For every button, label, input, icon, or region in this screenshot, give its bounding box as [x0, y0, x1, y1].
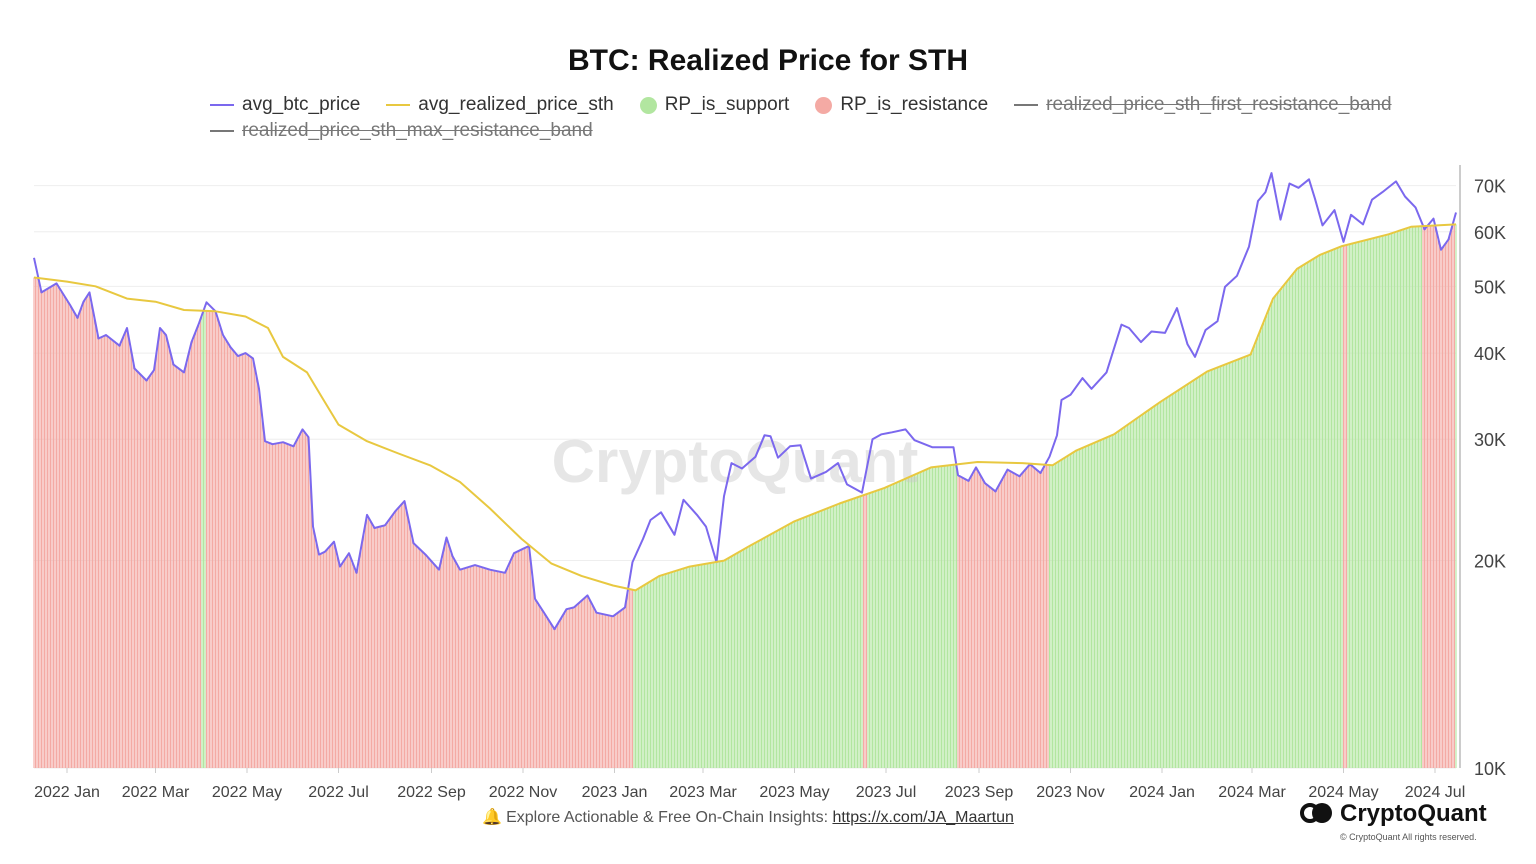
x-tick-label: 2024 Mar: [1218, 784, 1286, 801]
bell-icon: 🔔: [482, 809, 503, 826]
legend-item-max-resistance-band[interactable]: realized_price_sth_max_resistance_band: [210, 120, 593, 142]
axes: 10K 20K 30K 40K 50K 60K 70K 2022 Jan 2022 Mar 202…: [34, 165, 1506, 801]
copyright: © CryptoQuant All rights reserved.: [1340, 832, 1477, 842]
x-tick-label: 2022 Jan: [34, 784, 100, 801]
legend-line-icon: [210, 130, 234, 132]
y-tick-label: 20K: [1474, 552, 1506, 572]
y-tick-label: 60K: [1474, 223, 1506, 243]
x-tick-label: 2023 Mar: [669, 784, 737, 801]
legend-row-1: avg_btc_price avg_realized_price_sth RP_…: [210, 92, 1392, 118]
x-tick-label: 2024 Jul: [1405, 784, 1466, 801]
x-tick-label: 2022 Nov: [489, 784, 558, 801]
x-tick-label: 2022 May: [212, 784, 282, 801]
y-tick-label: 70K: [1474, 177, 1506, 197]
brand-logo: CryptoQuant: [1300, 800, 1487, 828]
series-line-avg-realized-price-sth: [33, 223, 1457, 592]
legend-line-icon: [210, 104, 234, 106]
x-tick-label: 2023 Nov: [1036, 784, 1105, 801]
x-tick-label: 2024 Jan: [1129, 784, 1195, 801]
x-tick-label: 2022 Jul: [308, 784, 369, 801]
legend-dot-icon: [815, 96, 833, 114]
x-tick-label: 2023 Jan: [582, 784, 648, 801]
x-tick-label: 2024 May: [1308, 784, 1378, 801]
y-tick-label: 50K: [1474, 277, 1506, 297]
series-lines: [33, 172, 1457, 631]
legend-row-2: realized_price_sth_max_resistance_band: [210, 118, 1370, 144]
chart-legend: avg_btc_price avg_realized_price_sth RP_…: [210, 92, 1392, 144]
y-tick-label: 40K: [1474, 344, 1506, 364]
series-line-avg-btc-price: [33, 172, 1457, 631]
y-tick-label: 10K: [1474, 759, 1506, 779]
x-tick-label: 2023 Jul: [856, 784, 917, 801]
legend-line-icon: [386, 104, 411, 106]
footer-text: Explore Actionable & Free On-Chain Insig…: [506, 809, 833, 826]
y-tick-label: 30K: [1474, 430, 1506, 450]
footer: 🔔 Explore Actionable & Free On-Chain Insi…: [0, 807, 1496, 827]
footer-link[interactable]: https://x.com/JA_Maartun: [832, 809, 1014, 826]
x-tick-label: 2022 Mar: [122, 784, 190, 801]
x-tick-label: 2022 Sep: [397, 784, 466, 801]
support-resistance-bars: [33, 224, 1457, 768]
watermark: CryptoQuant: [552, 428, 919, 495]
cryptoquant-logo-icon: [1300, 803, 1332, 825]
legend-item-avg-realized-price-sth[interactable]: avg_realized_price_sth: [386, 94, 614, 116]
chart-title: BTC: Realized Price for STH: [567, 44, 969, 77]
brand-name: CryptoQuant: [1340, 800, 1487, 827]
x-tick-label: 2023 Sep: [945, 784, 1014, 801]
legend-item-first-resistance-band[interactable]: realized_price_sth_first_resistance_band: [1014, 94, 1392, 116]
legend-item-avg-btc-price[interactable]: avg_btc_price: [210, 94, 360, 116]
legend-item-rp-is-support[interactable]: RP_is_support: [639, 94, 789, 116]
legend-item-rp-is-resistance[interactable]: RP_is_resistance: [815, 94, 988, 116]
legend-line-icon: [1014, 104, 1039, 106]
x-tick-label: 2023 May: [759, 784, 829, 801]
legend-dot-icon: [639, 96, 657, 114]
